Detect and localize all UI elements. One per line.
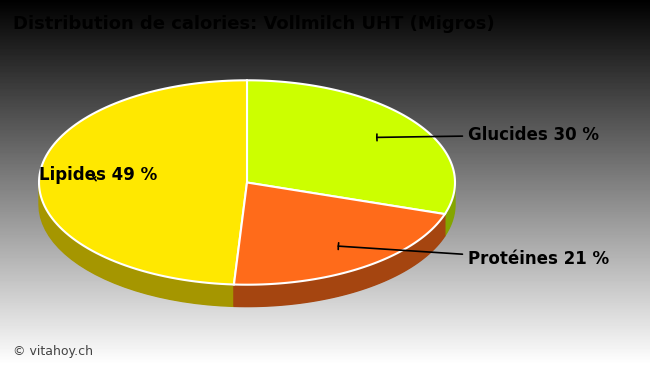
Polygon shape — [445, 183, 455, 236]
Text: Glucides 30 %: Glucides 30 % — [377, 126, 599, 144]
PathPatch shape — [39, 80, 247, 284]
PathPatch shape — [234, 182, 445, 285]
Text: © vitahoy.ch: © vitahoy.ch — [13, 345, 93, 358]
Text: Lipides 49 %: Lipides 49 % — [39, 166, 157, 184]
Text: Distribution de calories: Vollmilch UHT (Migros): Distribution de calories: Vollmilch UHT … — [13, 15, 495, 32]
Text: Protéines 21 %: Protéines 21 % — [338, 243, 609, 268]
Polygon shape — [234, 214, 445, 307]
Polygon shape — [39, 182, 234, 306]
Ellipse shape — [39, 102, 455, 307]
PathPatch shape — [247, 80, 455, 214]
